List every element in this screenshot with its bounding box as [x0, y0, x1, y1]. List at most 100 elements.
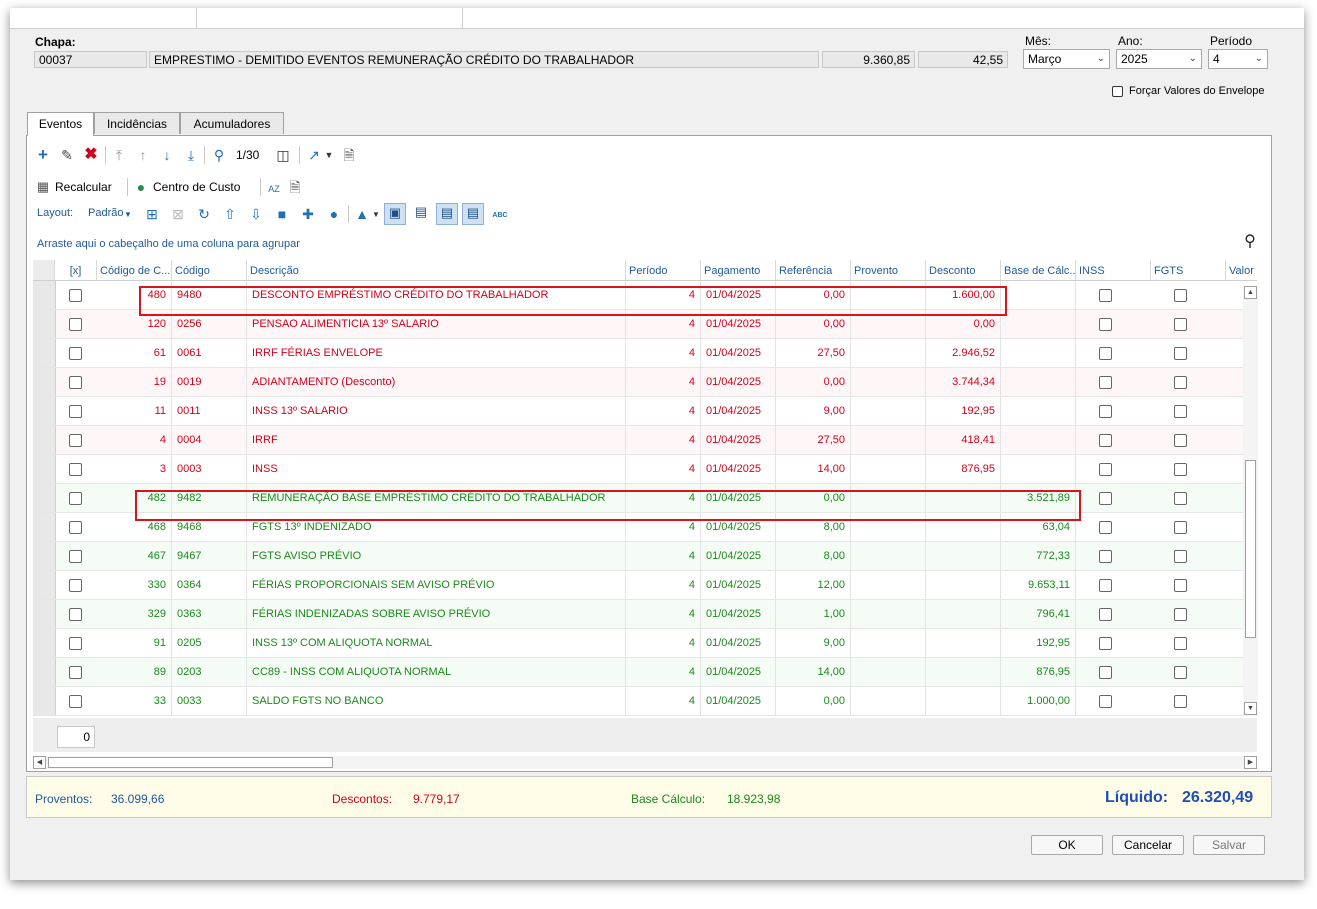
fgts-checkbox[interactable] [1174, 521, 1187, 534]
document-settings-icon[interactable]: 🗎 [289, 179, 301, 195]
tab-acumuladores[interactable]: Acumuladores [180, 112, 284, 134]
row-select-checkbox[interactable] [69, 318, 82, 331]
fgts-checkbox[interactable] [1174, 550, 1187, 563]
fgts-checkbox[interactable] [1174, 463, 1187, 476]
row-select-checkbox[interactable] [69, 405, 82, 418]
inss-checkbox[interactable] [1099, 666, 1112, 679]
view-rows-icon[interactable]: ▤ [462, 203, 484, 225]
column-header-periodo[interactable]: Período [626, 260, 701, 280]
table-row[interactable]: 11 0011 INSS 13º SALARIO 4 01/04/2025 9,00 192… [33, 397, 1248, 426]
centro-custo-button[interactable]: Centro de Custo [153, 180, 241, 194]
column-header-provento[interactable]: Provento [851, 260, 926, 280]
chapa-field[interactable]: 00037 [34, 51, 147, 68]
horizontal-scroll-thumb[interactable] [48, 757, 333, 768]
row-select-checkbox[interactable] [69, 666, 82, 679]
row-indicator[interactable] [33, 687, 56, 715]
inss-checkbox[interactable] [1099, 637, 1112, 650]
inss-checkbox[interactable] [1099, 376, 1112, 389]
inss-checkbox[interactable] [1099, 347, 1112, 360]
column-header-pagamento[interactable]: Pagamento [701, 260, 776, 280]
inss-checkbox[interactable] [1099, 695, 1112, 708]
delete-icon[interactable]: ✖ [84, 146, 98, 163]
edit-icon[interactable]: ✎ [61, 147, 73, 163]
inss-checkbox[interactable] [1099, 492, 1112, 505]
fgts-checkbox[interactable] [1174, 376, 1187, 389]
inss-checkbox[interactable] [1099, 463, 1112, 476]
scroll-left-icon[interactable]: ◀ [33, 756, 46, 769]
row-indicator[interactable] [33, 629, 56, 657]
inss-checkbox[interactable] [1099, 550, 1112, 563]
row-select-checkbox[interactable] [69, 347, 82, 360]
layout-add-icon[interactable]: ⊞ [146, 206, 158, 222]
inss-checkbox[interactable] [1099, 521, 1112, 534]
pin-icon[interactable]: ✚ [302, 206, 314, 222]
row-select-checkbox[interactable] [69, 695, 82, 708]
inss-checkbox[interactable] [1099, 434, 1112, 447]
fgts-checkbox[interactable] [1174, 608, 1187, 621]
layout-upload-icon[interactable]: ⇧ [224, 206, 236, 222]
table-row[interactable]: 467 9467 FGTS AVISO PRÉVIO 4 01/04/2025 8,00 7… [33, 542, 1248, 571]
table-row[interactable]: 3 0003 INSS 4 01/04/2025 14,00 876,95 [33, 455, 1248, 484]
view-split-icon[interactable]: ▤ [414, 204, 428, 219]
horizontal-scrollbar[interactable]: ◀ ▶ [33, 756, 1257, 769]
fgts-checkbox[interactable] [1174, 347, 1187, 360]
row-select-checkbox[interactable] [69, 637, 82, 650]
row-indicator[interactable] [33, 484, 56, 512]
row-indicator[interactable] [33, 658, 56, 686]
row-indicator[interactable] [33, 455, 56, 483]
table-row[interactable]: 4 0004 IRRF 4 01/04/2025 27,50 418,41 [33, 426, 1248, 455]
abc-icon[interactable]: ABC [492, 212, 508, 219]
move-last-icon[interactable]: ⤓ [187, 147, 195, 163]
shapes-icon[interactable]: ● [329, 206, 339, 222]
row-select-checkbox[interactable] [69, 579, 82, 592]
row-indicator[interactable] [33, 339, 56, 367]
periodo-select[interactable]: 4 ⌄ [1208, 49, 1268, 69]
mes-select[interactable]: Março ⌄ [1023, 49, 1110, 69]
column-header-base[interactable]: Base de Cálc... [1001, 260, 1076, 280]
column-header-codigo[interactable]: Código [172, 260, 247, 280]
table-row[interactable]: 89 0203 CC89 - INSS COM ALIQUOTA NORMAL 4 01… [33, 658, 1248, 687]
vertical-scrollbar[interactable]: ▲ ▼ [1243, 286, 1258, 716]
description-field[interactable]: EMPRESTIMO - DEMITIDO EVENTOS REMUNERAÇÃ… [149, 51, 819, 68]
inss-checkbox[interactable] [1099, 608, 1112, 621]
view-header-icon[interactable]: ▤ [436, 203, 458, 225]
layout-remove-icon[interactable]: ⊠ [172, 206, 184, 222]
inss-checkbox[interactable] [1099, 289, 1112, 302]
table-row[interactable]: 330 0364 FÉRIAS PROPORCIONAIS SEM AVISO PR… [33, 571, 1248, 600]
caret-down-icon[interactable]: ▼ [372, 210, 380, 219]
row-select-checkbox[interactable] [69, 376, 82, 389]
caret-down-icon[interactable]: ▼ [124, 210, 132, 219]
move-up-icon[interactable]: ↑ [139, 147, 147, 163]
ano-select[interactable]: 2025 ⌄ [1116, 49, 1202, 69]
search-icon[interactable]: ⚲ [1244, 233, 1256, 250]
layout-select[interactable]: Padrão [88, 207, 124, 219]
column-header-select[interactable]: [x] [55, 260, 97, 280]
fgts-checkbox[interactable] [1174, 579, 1187, 592]
scroll-right-icon[interactable]: ▶ [1244, 756, 1257, 769]
fgts-checkbox[interactable] [1174, 405, 1187, 418]
table-row[interactable]: 33 0033 SALDO FGTS NO BANCO 4 01/04/2025 0,00… [33, 687, 1248, 716]
inss-checkbox[interactable] [1099, 579, 1112, 592]
caret-down-icon[interactable]: ▼ [324, 150, 334, 160]
column-header-codigo-c[interactable]: Código de C... [97, 260, 172, 280]
column-header-desconto[interactable]: Desconto [926, 260, 1001, 280]
globe-icon[interactable]: ● [136, 179, 146, 195]
value-field-1[interactable]: 9.360,85 [822, 51, 915, 68]
table-row[interactable]: 61 0061 IRRF FÉRIAS ENVELOPE 4 01/04/2025 27,… [33, 339, 1248, 368]
tab-eventos[interactable]: Eventos [27, 112, 94, 136]
export-icon[interactable]: ↗ [308, 147, 320, 163]
row-indicator[interactable] [33, 281, 56, 309]
row-indicator[interactable] [33, 571, 56, 599]
document-icon[interactable]: 🗎 [343, 147, 355, 163]
column-header-inss[interactable]: INSS [1076, 260, 1151, 280]
sort-az-icon[interactable]: AZ [268, 184, 280, 194]
inss-checkbox[interactable] [1099, 405, 1112, 418]
column-header-referencia[interactable]: Referência [776, 260, 851, 280]
columns-icon[interactable]: ◫ [276, 147, 290, 163]
forcar-checkbox[interactable] [1112, 86, 1123, 97]
cancel-button[interactable]: Cancelar [1112, 835, 1184, 855]
row-indicator[interactable] [33, 368, 56, 396]
column-header-fgts[interactable]: FGTS [1151, 260, 1226, 280]
row-indicator[interactable] [33, 397, 56, 425]
column-header-descricao[interactable]: Descrição [247, 260, 626, 280]
